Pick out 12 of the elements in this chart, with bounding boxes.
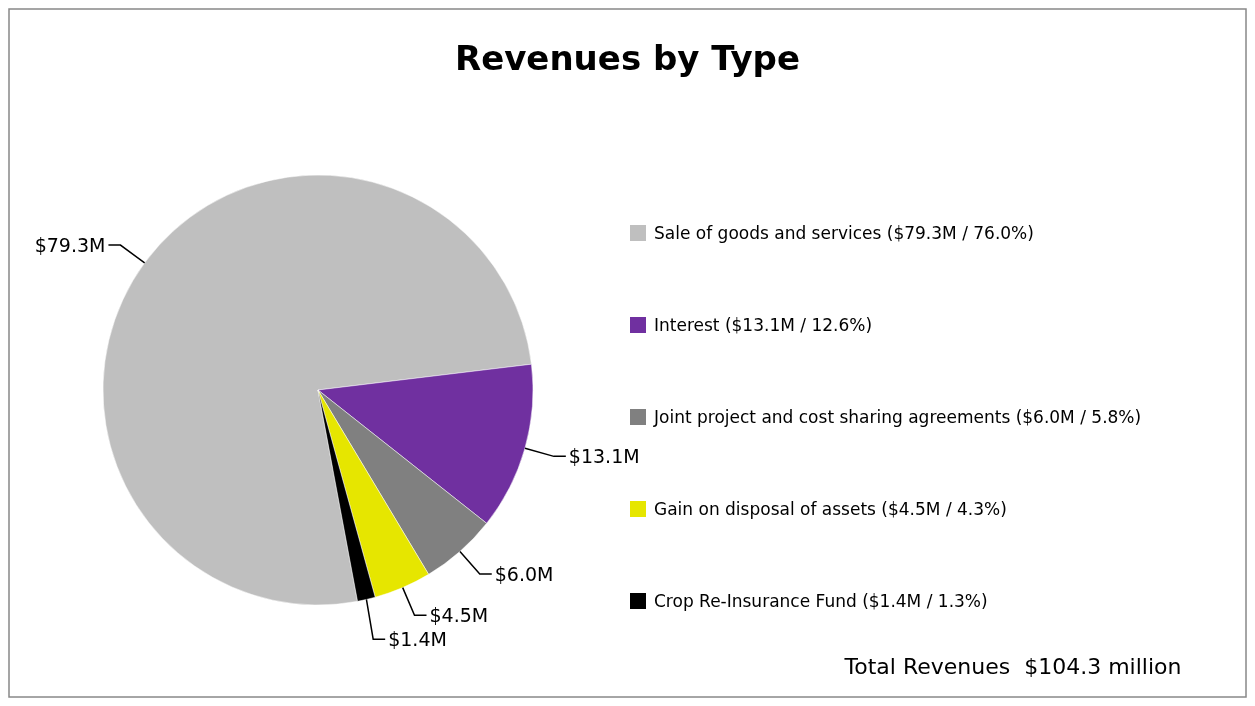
data-label: $4.5M [429,603,489,626]
text: Total Revenues $104.3 million [843,653,1182,679]
chart-title: Revenues by Type [454,38,801,78]
data-label: $6.0M [494,562,554,585]
data-label: $13.1M [568,445,640,468]
data-label: $1.4M [388,627,447,650]
legend-label: Sale of goods and services ($79.3M / 76.0%) [654,222,1034,243]
data-label: $79.3M [34,233,106,256]
legend-label: Joint project and cost sharing agreements ($6.0M / 5.8%) [653,406,1142,427]
legend-label: Crop Re-Insurance Fund ($1.4M / 1.3%) [654,590,988,611]
legend-label: Interest ($13.1M / 12.6%) [654,314,873,335]
legend-label: Gain on disposal of assets ($4.5M / 4.3%) [654,498,1007,519]
